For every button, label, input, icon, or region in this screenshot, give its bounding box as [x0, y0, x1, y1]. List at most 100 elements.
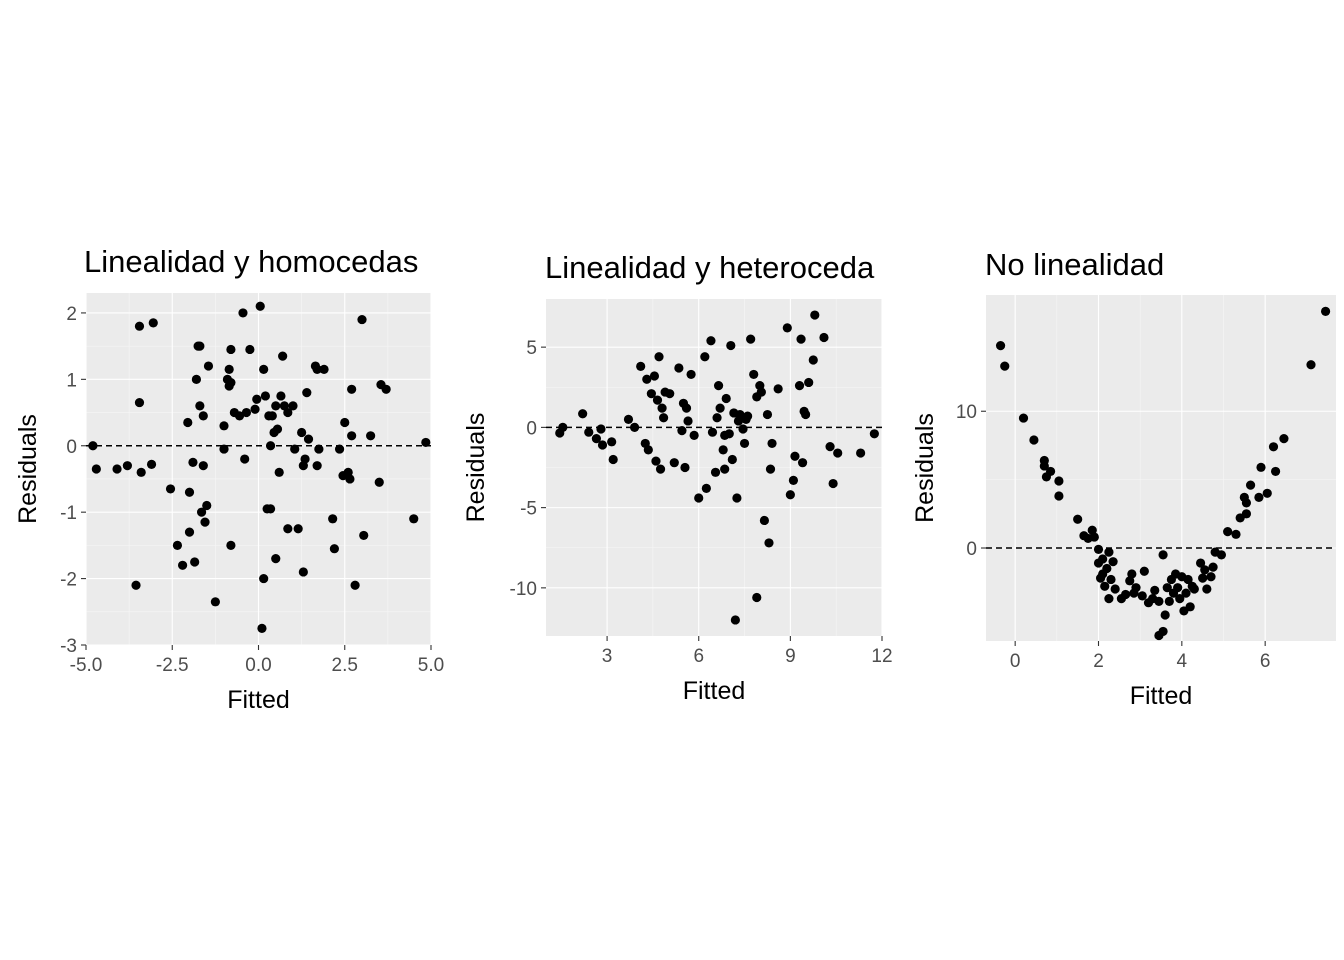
plot-title: Linealidad y homocedas: [84, 244, 418, 279]
data-point: [652, 395, 663, 405]
data-point: [131, 580, 141, 590]
data-point: [819, 332, 829, 343]
data-point: [707, 427, 718, 437]
data-point: [767, 438, 777, 449]
data-point: [1029, 435, 1039, 445]
data-point: [267, 411, 277, 421]
data-point: [578, 409, 588, 419]
data-point: [1183, 574, 1193, 585]
axis-ticks: 3 6 9 12 -10 -5 0 5: [510, 338, 893, 667]
data-point: [659, 413, 669, 423]
data-point: [146, 459, 157, 469]
data-point: [1202, 584, 1212, 594]
data-point: [191, 374, 201, 384]
data-point: [238, 308, 248, 318]
data-point: [300, 454, 310, 464]
data-point: [421, 437, 431, 448]
data-point: [1195, 558, 1206, 568]
data-point: [319, 364, 329, 374]
plot-title: No linealidad: [985, 247, 1164, 282]
data-point: [202, 500, 212, 511]
data-point: [788, 475, 799, 485]
data-point: [797, 458, 808, 468]
data-point: [1054, 491, 1064, 501]
data-point: [1198, 573, 1208, 583]
data-point: [584, 427, 594, 437]
data-point: [683, 416, 693, 426]
data-point: [210, 597, 220, 607]
y-tick-label: 0: [966, 539, 977, 560]
data-point: [1089, 532, 1099, 542]
data-point: [340, 417, 350, 428]
x-tick-label: 6: [1260, 651, 1271, 672]
data-point: [833, 448, 843, 458]
grid-lines: [546, 299, 883, 636]
data-point: [1175, 594, 1185, 604]
data-point: [1254, 492, 1264, 503]
data-point: [794, 381, 805, 391]
data-point: [293, 524, 303, 534]
data-point: [184, 487, 195, 497]
data-point: [801, 409, 811, 420]
data-point: [245, 344, 255, 355]
data-point: [726, 340, 736, 351]
data-point: [721, 393, 731, 404]
data-point: [1181, 588, 1191, 598]
data-point: [283, 407, 293, 418]
y-tick-label: 0: [526, 418, 537, 439]
data-point: [347, 384, 357, 394]
data-point: [1100, 581, 1110, 591]
data-point: [195, 401, 205, 411]
data-point: [1173, 583, 1183, 593]
data-point: [260, 391, 270, 401]
data-point: [1137, 591, 1147, 601]
data-point: [1320, 306, 1331, 317]
data-points: [88, 301, 431, 633]
data-point: [381, 384, 391, 394]
data-point: [200, 517, 210, 527]
data-point: [1045, 466, 1056, 477]
x-tick-label: 4: [1177, 651, 1188, 672]
data-point: [190, 557, 200, 567]
data-point: [250, 404, 260, 414]
data-point: [1216, 550, 1227, 560]
data-point: [623, 414, 634, 424]
data-point: [1054, 476, 1064, 486]
axis-ticks: -5.0 -2.5 0.0 2.5 5.0 -3 -2 -1 0 1 2: [60, 304, 444, 676]
x-tick-label: 0.0: [245, 655, 271, 676]
data-point: [636, 361, 646, 371]
data-point: [203, 361, 214, 371]
data-point: [657, 403, 667, 413]
data-point: [198, 461, 208, 471]
data-point: [288, 401, 298, 411]
data-point: [810, 310, 820, 320]
y-tick-label: 0: [66, 437, 77, 458]
data-point: [749, 369, 759, 380]
data-point: [329, 544, 339, 554]
data-point: [91, 464, 101, 474]
data-point: [347, 431, 357, 441]
data-point: [172, 540, 183, 550]
data-point: [350, 580, 360, 590]
y-tick-label: -3: [60, 636, 77, 657]
data-point: [374, 477, 384, 487]
data-point: [303, 434, 314, 444]
data-point: [1073, 514, 1083, 524]
panel-heteroscedasticity: 3 6 9 12 -10 -5 0 5 Linealidad y heteroceda Fit…: [462, 250, 893, 705]
data-point: [597, 440, 608, 450]
x-axis-title: Fitted: [1130, 682, 1193, 710]
data-point: [1127, 569, 1137, 579]
data-point: [629, 422, 640, 432]
x-tick-label: -5.0: [70, 655, 103, 676]
data-point: [183, 417, 193, 428]
data-point: [796, 334, 806, 344]
data-point: [224, 364, 234, 374]
data-point: [334, 444, 345, 454]
y-tick-label: -5: [520, 499, 537, 520]
data-point: [654, 352, 664, 362]
data-point: [762, 409, 773, 420]
data-point: [1270, 466, 1281, 477]
data-point: [234, 411, 245, 421]
data-point: [274, 467, 284, 477]
data-point: [674, 363, 684, 373]
